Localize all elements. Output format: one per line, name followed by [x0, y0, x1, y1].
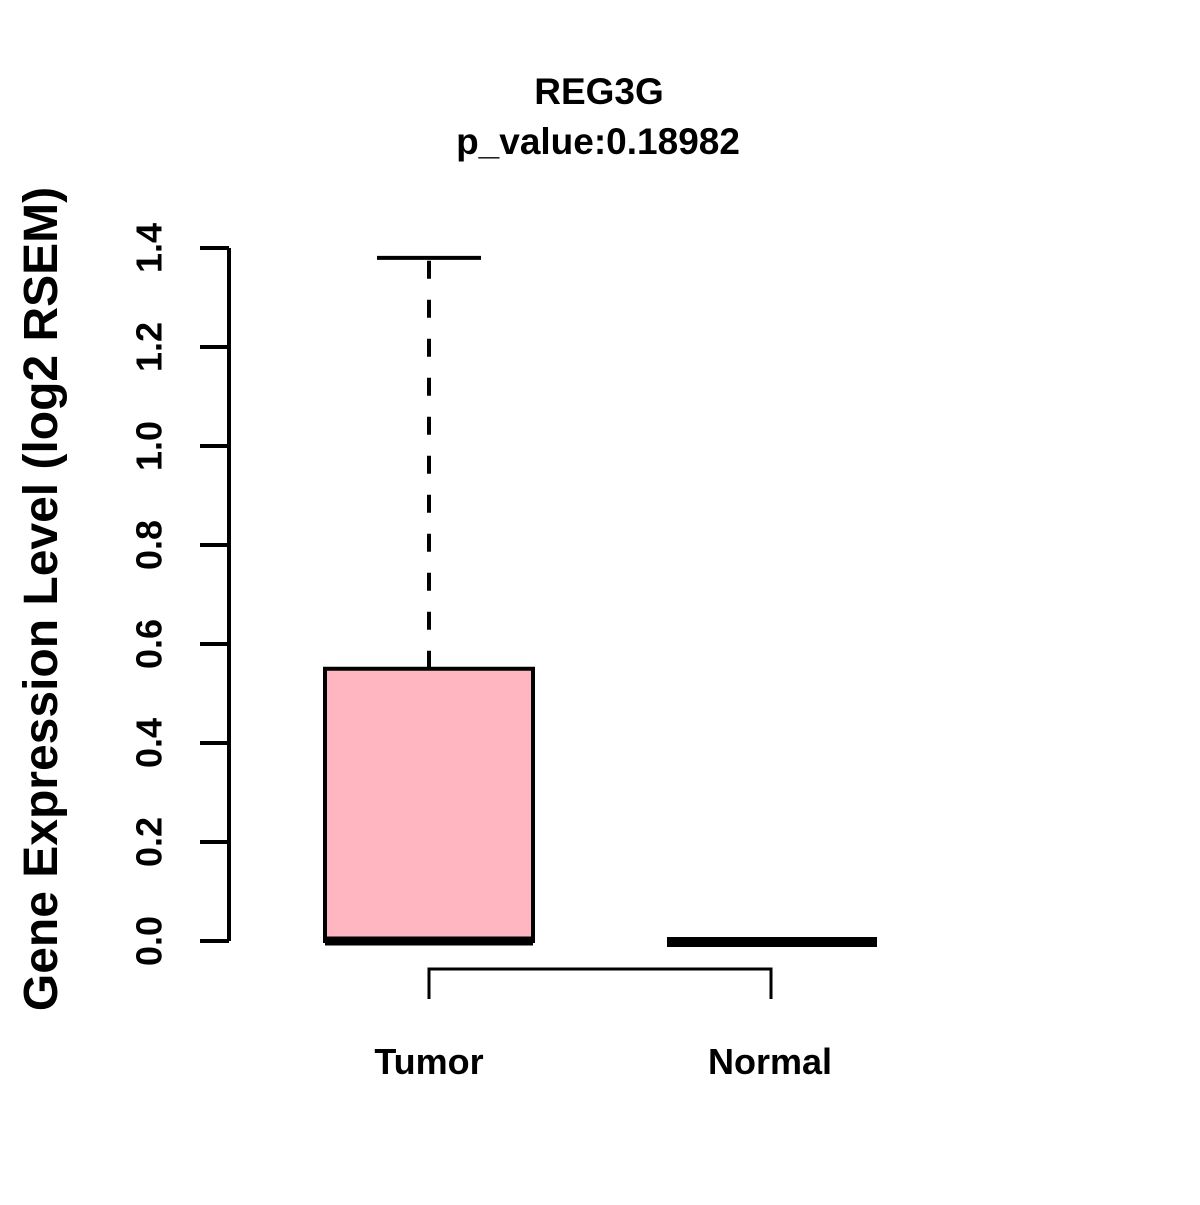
y-tick-label: 0.0 — [129, 916, 170, 966]
y-tick-label: 0.6 — [129, 619, 170, 669]
y-tick-label: 0.2 — [129, 817, 170, 867]
boxplot-tumor — [323, 255, 535, 946]
comparison-bracket — [427, 967, 773, 999]
x-category-label-normal: Normal — [708, 1041, 832, 1082]
y-tick-label: 1.2 — [129, 322, 170, 372]
y-tick-label: 0.4 — [129, 718, 170, 768]
chart-subtitle-pvalue: p_value:0.18982 — [456, 121, 740, 162]
y-tick-label: 1.4 — [129, 223, 170, 273]
y-axis-ticks: 0.0 0.2 0.4 0.6 0.8 1.0 1.2 1.4 — [129, 223, 229, 966]
y-tick-label: 1.0 — [129, 421, 170, 471]
y-tick-label: 0.8 — [129, 520, 170, 570]
y-axis-label: Gene Expression Level (log2 RSEM) — [15, 187, 68, 1011]
x-category-label-tumor: Tumor — [374, 1041, 483, 1082]
tumor-iqr-box — [323, 666, 535, 943]
chart-title: REG3G — [534, 71, 664, 112]
y-axis: 0.0 0.2 0.4 0.6 0.8 1.0 1.2 1.4 — [129, 223, 231, 966]
